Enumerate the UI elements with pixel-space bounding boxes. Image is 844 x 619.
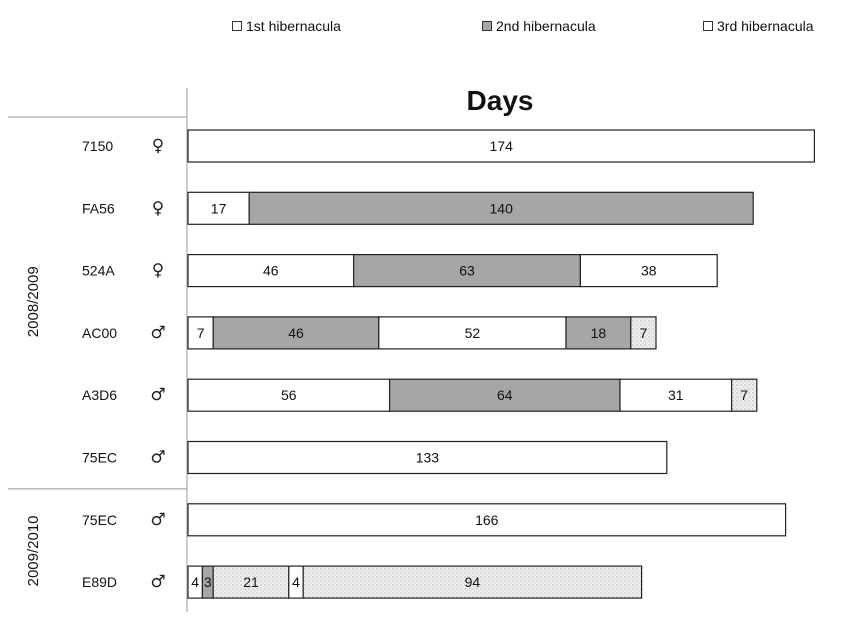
bar-row-7150-0: 7150 ♀ 174 bbox=[82, 129, 816, 163]
bar-value-label: 56 bbox=[281, 387, 297, 403]
bar-value-label: 38 bbox=[641, 263, 657, 279]
bar-segment-white bbox=[187, 316, 214, 350]
bar-value-label: 140 bbox=[490, 200, 514, 216]
row-sex-symbol: ♂ bbox=[150, 323, 165, 343]
row-id-label: 524A bbox=[82, 263, 115, 279]
bar-value-label: 7 bbox=[640, 325, 648, 341]
row-sex-symbol: ♀ bbox=[152, 261, 164, 281]
row-sex-symbol: ♀ bbox=[152, 136, 164, 156]
bar-segment-white bbox=[579, 254, 718, 288]
legend-label-1st-hibernacula: 1st hibernacula bbox=[246, 18, 341, 34]
group-label-0: 2008/2009 bbox=[25, 266, 42, 337]
bar-row-ac00-3: AC00 ♂ 7 46 52 18 7 bbox=[82, 316, 657, 350]
row-sex-symbol: ♂ bbox=[150, 572, 165, 592]
bar-segment-white bbox=[187, 254, 355, 288]
legend-swatch-white bbox=[232, 21, 242, 31]
bar-value-label: 17 bbox=[211, 200, 227, 216]
bar-segment-white bbox=[187, 191, 250, 225]
bar-value-label: 7 bbox=[197, 325, 205, 341]
bar-value-label: 4 bbox=[191, 574, 199, 590]
legend-label-2nd-hibernacula: 2nd hibernacula bbox=[496, 18, 596, 34]
bar-value-label: 21 bbox=[243, 574, 259, 590]
bar-row-a3d6-4: A3D6 ♂ 56 64 31 7 bbox=[82, 378, 758, 412]
bar-value-label: 174 bbox=[490, 138, 514, 154]
bar-value-label: 18 bbox=[591, 325, 607, 341]
bar-value-label: 3 bbox=[204, 574, 212, 590]
legend-label-3rd-hibernacula: 3rd hibernacula bbox=[717, 18, 814, 34]
row-id-label: 7150 bbox=[82, 138, 113, 154]
row-id-label: FA56 bbox=[82, 200, 115, 216]
bar-row-fa56-1: FA56 ♀ 17 140 bbox=[82, 191, 754, 225]
bar-value-label: 64 bbox=[497, 387, 513, 403]
row-id-label: 75EC bbox=[82, 450, 117, 466]
bar-value-label: 46 bbox=[288, 325, 304, 341]
bar-value-label: 63 bbox=[459, 263, 475, 279]
chart-rows: 7150 ♀ 174 FA56 ♀ 17 140 524A ♀ 46 63 38 AC00 ♂ 7 46 52 1… bbox=[82, 129, 816, 599]
bar-value-label: 52 bbox=[465, 325, 481, 341]
row-id-label: 75EC bbox=[82, 512, 117, 528]
bar-segment-gray bbox=[353, 254, 582, 288]
bar-value-label: 31 bbox=[668, 387, 684, 403]
bar-segment-white bbox=[187, 503, 787, 537]
row-id-label: AC00 bbox=[82, 325, 117, 341]
bar-segment-white bbox=[378, 316, 567, 350]
bar-value-label: 46 bbox=[263, 263, 279, 279]
bar-segment-dotted bbox=[730, 378, 758, 412]
row-id-label: E89D bbox=[82, 574, 117, 590]
bar-segment-dotted bbox=[302, 565, 643, 599]
legend-item-3rd-hibernacula: 3rd hibernacula bbox=[703, 16, 814, 36]
bar-row-75ec-5: 75EC ♂ 133 bbox=[82, 440, 668, 475]
bar-value-label: 94 bbox=[465, 574, 481, 590]
bar-segment-gray bbox=[565, 316, 632, 350]
bar-segment-white bbox=[187, 129, 816, 163]
bar-value-label: 4 bbox=[292, 574, 300, 590]
legend-item-1st-hibernacula: 1st hibernacula bbox=[232, 16, 341, 36]
row-sex-symbol: ♀ bbox=[152, 198, 164, 218]
legend-swatch-gray bbox=[482, 21, 492, 31]
group-label-1: 2009/2010 bbox=[25, 515, 42, 586]
bar-segment-white bbox=[619, 378, 733, 412]
row-sex-symbol: ♂ bbox=[150, 448, 165, 468]
chart-frame: 2008/2009 2009/2010 bbox=[8, 88, 188, 612]
row-sex-symbol: ♂ bbox=[150, 510, 165, 530]
bar-segment-gray bbox=[389, 378, 621, 412]
bar-value-label: 133 bbox=[416, 450, 440, 466]
chart-title: Days bbox=[467, 85, 534, 116]
row-sex-symbol: ♂ bbox=[150, 385, 165, 405]
bar-value-label: 7 bbox=[740, 387, 748, 403]
bar-row-75ec-6: 75EC ♂ 166 bbox=[82, 503, 787, 537]
bar-row-e89d-7: E89D ♂ 4 3 21 4 94 bbox=[82, 565, 643, 599]
bar-segment-dotted bbox=[630, 316, 657, 350]
bar-segment-white bbox=[187, 440, 668, 475]
legend-swatch-white-3rd bbox=[703, 21, 713, 31]
bar-segment-gray bbox=[248, 191, 754, 225]
bar-row-524a-2: 524A ♀ 46 63 38 bbox=[82, 254, 718, 288]
row-id-label: A3D6 bbox=[82, 387, 117, 403]
legend-item-2nd-hibernacula: 2nd hibernacula bbox=[482, 16, 596, 36]
bar-value-label: 166 bbox=[475, 512, 499, 528]
